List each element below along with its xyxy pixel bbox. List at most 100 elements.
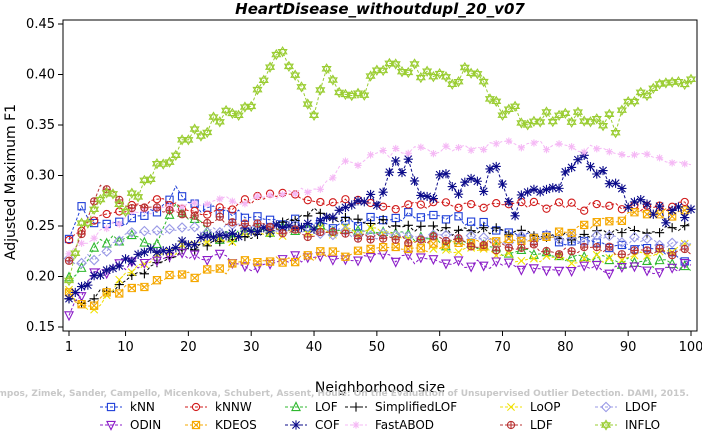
data-point (165, 206, 174, 214)
data-point (623, 202, 633, 212)
data-point (113, 235, 125, 247)
data-point (384, 60, 395, 70)
data-point (145, 176, 156, 185)
data-point (535, 116, 546, 125)
data-point (277, 46, 288, 55)
data-point (572, 109, 583, 118)
data-point (303, 196, 312, 205)
data-point (648, 82, 659, 92)
data-point (89, 301, 99, 310)
data-point (535, 119, 546, 128)
data-point (516, 244, 527, 255)
data-point (253, 192, 262, 200)
data-point (441, 198, 451, 207)
data-point (89, 203, 100, 213)
data-point (139, 258, 150, 269)
data-point (668, 159, 676, 167)
data-point (101, 246, 113, 257)
data-point (454, 212, 463, 221)
data-point (164, 245, 175, 256)
data-point (321, 212, 332, 222)
data-point (479, 203, 488, 212)
data-point (304, 233, 312, 241)
x-tick-label: 30 (243, 340, 260, 355)
data-point (366, 244, 375, 254)
data-point (465, 230, 477, 242)
legend-item-LDOF: LDOF (595, 400, 657, 414)
data-point (264, 61, 276, 70)
data-point (434, 67, 445, 77)
data-point (115, 275, 124, 284)
data-point (472, 68, 483, 77)
data-point (416, 213, 425, 222)
data-point (82, 217, 93, 226)
data-point (214, 119, 225, 128)
data-point (642, 228, 652, 238)
data-point (580, 148, 588, 156)
data-point (365, 218, 376, 229)
data-point (660, 77, 671, 86)
data-point (115, 289, 124, 298)
data-point (572, 106, 583, 115)
data-point (491, 223, 501, 233)
data-point (680, 221, 690, 231)
data-point (346, 89, 357, 99)
data-point (203, 200, 211, 208)
data-point (396, 68, 408, 78)
data-point (340, 202, 351, 212)
data-point (246, 100, 257, 110)
data-point (415, 253, 426, 264)
data-point (328, 212, 338, 222)
data-point (259, 223, 269, 233)
data-point (114, 261, 124, 271)
data-point (666, 237, 678, 249)
data-point (492, 246, 500, 254)
data-point (566, 267, 577, 277)
data-point (258, 74, 269, 83)
data-point (472, 176, 482, 186)
data-point (158, 246, 168, 256)
data-point (309, 224, 319, 234)
data-point (114, 279, 124, 290)
data-point (492, 199, 501, 208)
data-point (95, 270, 106, 280)
data-point (442, 142, 450, 150)
data-point (290, 69, 301, 78)
data-point (478, 75, 489, 85)
chart-title: HeartDisease_withoutdupl_20_v07 (235, 0, 525, 18)
data-point (176, 222, 188, 233)
data-point (158, 158, 169, 167)
data-point (553, 109, 565, 119)
data-point (654, 228, 665, 238)
data-point (641, 233, 653, 245)
data-point (392, 236, 400, 244)
data-point (76, 257, 87, 269)
data-point (629, 225, 640, 236)
data-point (354, 161, 362, 170)
data-point (391, 221, 401, 231)
data-point (353, 246, 363, 255)
data-point (208, 111, 219, 120)
x-tick-label: 50 (369, 340, 386, 355)
data-point (416, 244, 425, 253)
legend-marker (106, 420, 116, 431)
data-point (328, 198, 338, 207)
data-point (605, 243, 613, 251)
data-point (390, 257, 401, 268)
data-point (510, 100, 521, 110)
data-point (208, 114, 219, 123)
data-point (228, 205, 237, 214)
data-point (359, 197, 369, 207)
data-point (291, 257, 300, 267)
data-point (667, 263, 678, 274)
data-point (679, 259, 690, 269)
data-point (177, 248, 188, 259)
data-point (517, 244, 525, 252)
data-point (316, 185, 324, 193)
data-point (435, 170, 445, 180)
data-point (171, 243, 181, 253)
data-point (115, 220, 123, 228)
data-point (114, 201, 125, 210)
data-point (547, 118, 558, 128)
